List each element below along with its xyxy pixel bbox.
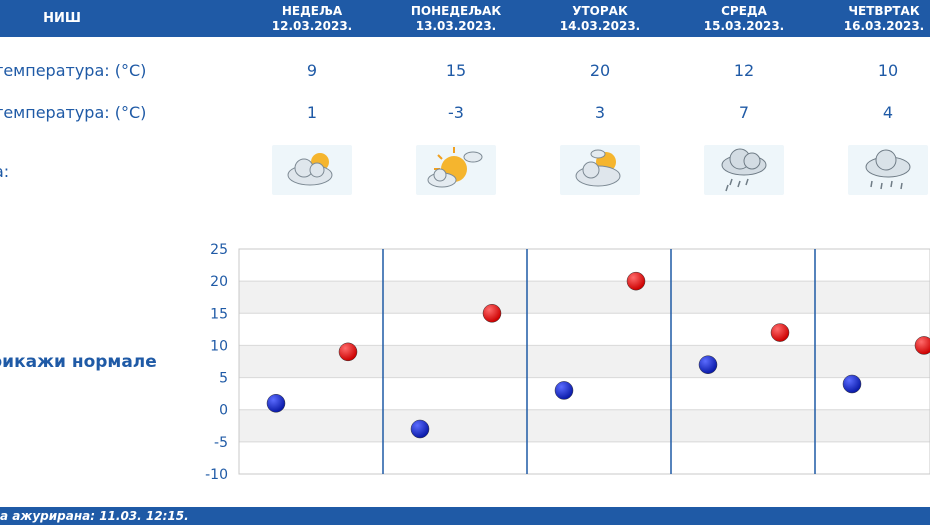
max-temp-value: 12 xyxy=(733,61,755,80)
partly-cloudy-icon xyxy=(272,145,352,195)
max-temp-label: температура: (°C) xyxy=(0,61,147,80)
day-name: ЧЕТВРТАК xyxy=(848,4,920,18)
cloud-rain-icon xyxy=(848,145,928,195)
min-temp-value: -3 xyxy=(448,103,464,122)
forecast-header: НИШ НЕДЕЉА 12.03.2023. ПОНЕДЕЉАК 13.03.202… xyxy=(0,0,930,37)
min-temp-value: 3 xyxy=(594,103,606,122)
day-header-0: НЕДЕЉА 12.03.2023. xyxy=(240,4,384,34)
day-name: НЕДЕЉА xyxy=(281,4,343,18)
max-temp-marker xyxy=(338,342,358,362)
day-name: ПОНЕДЕЉАК xyxy=(410,4,502,18)
cloud-rain-icon xyxy=(704,145,784,195)
y-tick-label: 5 xyxy=(219,371,228,387)
day-date: 14.03.2023. xyxy=(559,19,641,33)
partly-cloudy-icon xyxy=(560,145,640,195)
max-temp-value: 15 xyxy=(445,61,467,80)
min-temp-marker xyxy=(554,381,574,400)
day-header-2: УТОРАК 14.03.2023. xyxy=(528,4,672,34)
min-temp-marker xyxy=(266,394,286,413)
day-name: УТОРАК xyxy=(572,4,628,18)
grid-band xyxy=(239,313,930,346)
day-date: 12.03.2023. xyxy=(271,19,353,33)
min-temp-value: 7 xyxy=(738,103,750,122)
y-tick-label: 15 xyxy=(210,306,228,322)
plot-border xyxy=(238,248,930,475)
grid-band xyxy=(239,249,930,282)
grid-band xyxy=(239,409,930,442)
max-temp-value: 10 xyxy=(877,61,899,80)
max-temp-marker xyxy=(914,336,930,355)
last-updated: а ажурирана: 11.03. 12:15. xyxy=(0,507,930,525)
max-temp-marker xyxy=(770,323,790,342)
show-normals-link[interactable]: рикажи нормале xyxy=(0,352,157,372)
min-temp-value: 1 xyxy=(306,103,318,122)
weather-label: а: xyxy=(0,162,10,181)
day-date: 16.03.2023. xyxy=(843,19,925,33)
day-name: СРЕДА xyxy=(721,4,767,18)
y-tick-label: -10 xyxy=(205,467,228,483)
sun-cloud-icon xyxy=(416,145,496,195)
grid-band xyxy=(239,377,930,410)
max-temp-value: 9 xyxy=(306,61,318,80)
min-temp-marker xyxy=(410,419,430,439)
day-date: 13.03.2023. xyxy=(415,19,497,33)
min-temp-marker xyxy=(698,355,718,374)
min-temp-value: 4 xyxy=(882,103,894,122)
y-tick-label: 0 xyxy=(219,403,228,419)
y-tick-label: 20 xyxy=(210,274,228,290)
day-header-3: СРЕДА 15.03.2023. xyxy=(672,4,816,34)
y-tick-label: 25 xyxy=(210,242,228,258)
grid-band xyxy=(239,281,930,314)
day-date: 15.03.2023. xyxy=(703,19,785,33)
day-header-1: ПОНЕДЕЉАК 13.03.2023. xyxy=(384,4,528,34)
city-name: НИШ xyxy=(43,11,81,26)
day-header-4: ЧЕТВРТАК 16.03.2023. xyxy=(812,4,930,34)
max-temp-value: 20 xyxy=(589,61,611,80)
min-temp-label: температура: (°C) xyxy=(0,103,147,122)
y-tick-label: 10 xyxy=(210,338,228,354)
grid-band xyxy=(239,441,930,474)
y-tick-label: -5 xyxy=(214,435,228,451)
min-temp-marker xyxy=(842,374,862,394)
max-temp-marker xyxy=(482,304,502,323)
max-temp-marker xyxy=(626,271,646,291)
